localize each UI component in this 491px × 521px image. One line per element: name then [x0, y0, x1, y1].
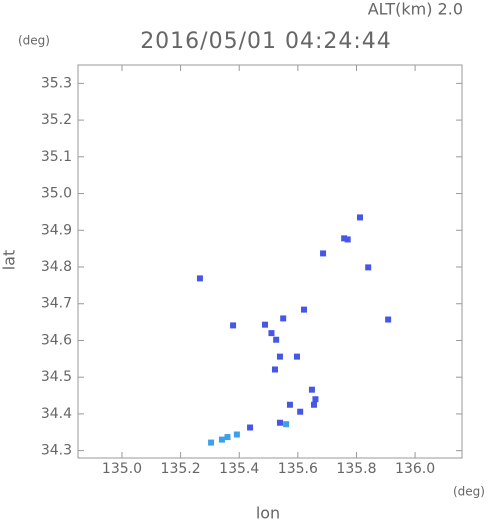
y-tick-label: 35.0 — [41, 186, 72, 202]
x-unit: (deg) — [453, 485, 485, 499]
y-unit: (deg) — [18, 34, 50, 48]
echo-point — [196, 275, 203, 282]
echo-point — [365, 264, 372, 271]
echo-point — [385, 316, 392, 323]
echo-point — [276, 419, 283, 426]
echo-point — [310, 401, 317, 408]
echo-point — [308, 386, 315, 393]
x-tick-label: 135.2 — [161, 461, 201, 477]
echo-point — [320, 250, 327, 257]
y-tick-label: 35.2 — [41, 112, 72, 128]
echo-point — [286, 401, 293, 408]
echo-point — [233, 431, 240, 438]
echo-point — [280, 315, 287, 322]
echo-point — [273, 336, 280, 343]
y-tick-label: 34.3 — [41, 443, 72, 459]
echo-point — [344, 236, 351, 243]
y-tick-label: 34.6 — [41, 332, 72, 348]
chart-title: 2016/05/01 04:24:44 — [140, 29, 392, 54]
echo-point — [247, 424, 254, 431]
altitude: ALT(km) 2.0 — [368, 0, 463, 19]
x-tick-label: 135.6 — [278, 461, 318, 477]
echo-point — [230, 322, 237, 329]
echo-point — [276, 353, 283, 360]
echo-point — [283, 421, 290, 428]
echo-point — [268, 330, 275, 337]
echo-point — [297, 408, 304, 415]
y-tick-label: 34.9 — [41, 222, 72, 238]
y-tick-label: 34.8 — [41, 259, 72, 275]
y-tick-label: 34.5 — [41, 369, 72, 385]
x-tick-label: 136.0 — [395, 461, 435, 477]
y-axis-label: lat — [0, 250, 19, 271]
y-tick-label: 35.1 — [41, 149, 72, 165]
echo-point — [341, 235, 348, 242]
y-tick-label: 34.4 — [41, 406, 72, 422]
echo-point — [312, 396, 319, 403]
echo-point — [208, 439, 215, 446]
echo-point — [218, 436, 225, 443]
echo-point — [224, 434, 231, 441]
x-tick-label: 135.8 — [336, 461, 376, 477]
echo-point — [356, 214, 363, 221]
y-tick-label: 34.7 — [41, 296, 72, 312]
x-axis-label: lon — [256, 504, 280, 521]
plot-frame — [77, 64, 463, 459]
echo-point — [301, 306, 308, 313]
echo-point — [293, 353, 300, 360]
x-tick-label: 135.0 — [102, 461, 142, 477]
echo-point — [262, 321, 269, 328]
y-tick-label: 35.3 — [41, 75, 72, 91]
x-tick-label: 135.4 — [219, 461, 259, 477]
echo-point — [271, 366, 278, 373]
